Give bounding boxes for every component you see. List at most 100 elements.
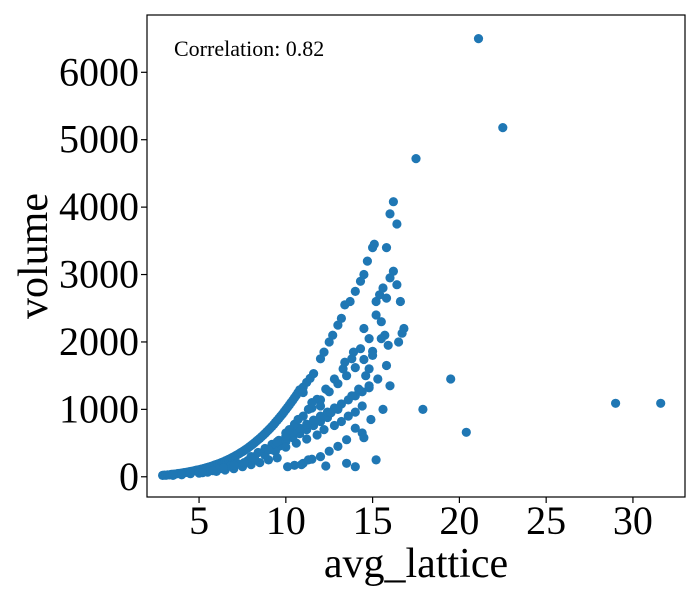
- y-axis-title: volume: [11, 193, 57, 319]
- data-point: [333, 404, 343, 414]
- x-axis-ticks: 5 10 15 20 25 30: [189, 497, 653, 543]
- x-axis-title: avg_lattice: [324, 541, 508, 587]
- data-point: [303, 455, 313, 465]
- y-tick-label: 4000: [59, 184, 139, 229]
- data-point: [284, 425, 294, 435]
- data-point: [656, 398, 666, 408]
- data-point: [347, 391, 357, 401]
- data-point: [328, 330, 338, 340]
- data-point: [239, 458, 249, 468]
- y-tick-label: 6000: [59, 49, 139, 94]
- x-tick-label: 10: [266, 498, 306, 543]
- x-tick-label: 5: [189, 498, 209, 543]
- data-point: [388, 197, 398, 207]
- data-point: [319, 425, 329, 435]
- data-point: [324, 337, 334, 347]
- data-point: [343, 411, 353, 421]
- data-point: [312, 430, 322, 440]
- data-point: [392, 280, 402, 290]
- data-point: [359, 323, 369, 334]
- data-point: [364, 334, 374, 344]
- data-point: [371, 455, 381, 465]
- data-point: [309, 369, 319, 379]
- data-point: [392, 219, 402, 229]
- data-point: [218, 463, 228, 473]
- data-point: [383, 340, 393, 350]
- data-point: [359, 433, 369, 443]
- data-point: [272, 437, 282, 447]
- data-point: [177, 470, 187, 480]
- y-tick-label: 2000: [59, 319, 139, 364]
- data-point: [208, 466, 218, 476]
- data-point: [359, 354, 369, 365]
- data-point: [381, 360, 392, 371]
- plot-frame: [146, 14, 686, 498]
- y-tick-label: 5000: [59, 117, 139, 162]
- data-point: [348, 347, 359, 357]
- data-point: [368, 350, 378, 360]
- data-point: [350, 363, 360, 373]
- data-point: [315, 411, 326, 421]
- data-point: [342, 371, 352, 381]
- data-point: [342, 435, 352, 445]
- data-point: [378, 404, 388, 414]
- y-tick-label: 1000: [59, 386, 139, 431]
- data-point: [281, 442, 291, 452]
- data-point: [319, 347, 329, 357]
- data-point: [381, 293, 392, 303]
- data-point: [321, 384, 331, 394]
- data-point: [381, 243, 392, 253]
- data-point: [375, 290, 385, 300]
- data-point: [342, 458, 352, 468]
- data-point: [498, 123, 508, 133]
- data-point: [329, 420, 339, 431]
- data-point: [418, 404, 428, 414]
- data-point: [291, 438, 301, 448]
- x-tick-label: 25: [526, 498, 566, 543]
- data-point: [350, 407, 360, 417]
- x-tick-label: 30: [613, 498, 653, 543]
- data-point: [350, 423, 360, 433]
- data-point: [357, 401, 367, 411]
- data-point: [359, 269, 369, 280]
- data-point: [364, 381, 374, 391]
- data-point: [289, 460, 300, 470]
- data-point: [336, 313, 346, 323]
- data-point: [324, 446, 334, 456]
- data-point: [309, 415, 319, 425]
- data-point: [446, 374, 456, 384]
- data-point: [361, 371, 371, 381]
- data-point: [326, 408, 336, 418]
- data-point: [355, 276, 366, 286]
- data-point: [376, 317, 386, 327]
- data-point: [185, 469, 195, 479]
- data-point: [336, 416, 346, 427]
- data-point: [229, 460, 239, 470]
- data-point: [411, 154, 421, 164]
- data-point: [366, 414, 376, 425]
- data-point: [329, 374, 339, 384]
- data-point: [293, 414, 303, 425]
- data-point: [263, 445, 274, 455]
- data-point: [350, 286, 360, 296]
- data-point: [355, 344, 366, 354]
- data-point: [307, 398, 317, 408]
- data-point: [246, 452, 256, 462]
- data-point: [399, 323, 409, 334]
- x-tick-label: 15: [353, 498, 393, 543]
- data-point: [302, 434, 312, 444]
- y-tick-label: 0: [119, 454, 139, 499]
- data-point: [350, 462, 360, 472]
- data-point: [371, 310, 381, 320]
- data-point: [296, 460, 307, 470]
- data-point: [376, 334, 386, 344]
- data-point: [197, 468, 208, 478]
- data-point: [378, 283, 388, 293]
- data-point: [345, 296, 355, 307]
- data-point: [394, 337, 404, 347]
- data-point: [385, 381, 395, 391]
- data-point: [321, 461, 331, 471]
- correlation-annotation: Correlation: 0.82: [174, 36, 324, 61]
- data-point: [388, 266, 398, 276]
